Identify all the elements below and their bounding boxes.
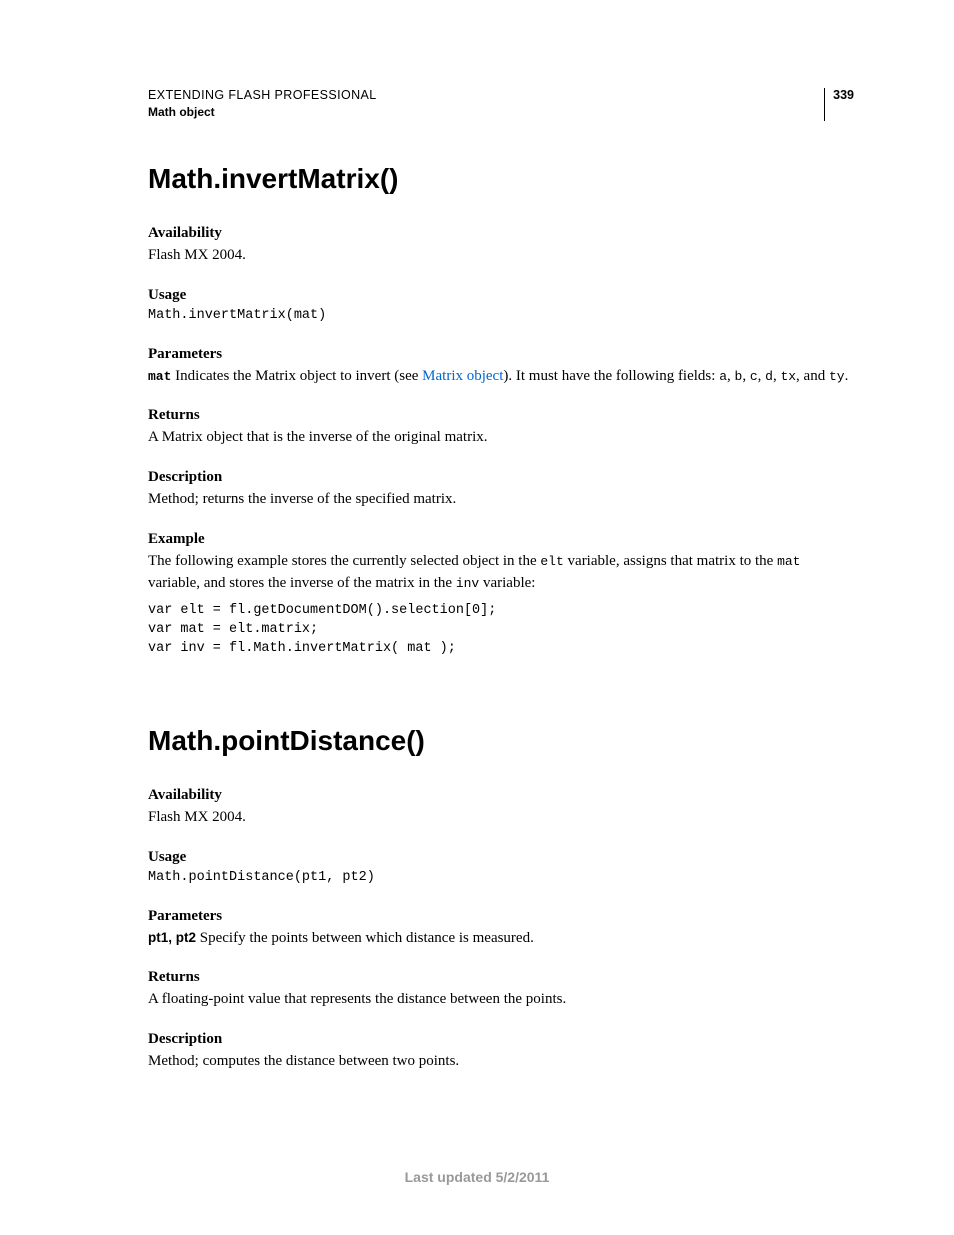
ex-var-elt: elt bbox=[540, 554, 563, 569]
description-section-2: Description Method; computes the distanc… bbox=[148, 1031, 854, 1073]
example-text: The following example stores the current… bbox=[148, 551, 854, 595]
ex-var-inv: inv bbox=[456, 576, 479, 591]
description-text: Method; returns the inverse of the speci… bbox=[148, 489, 854, 511]
doc-title: EXTENDING FLASH PROFESSIONAL bbox=[148, 88, 377, 102]
header-left: EXTENDING FLASH PROFESSIONAL Math object bbox=[148, 88, 377, 119]
param-body-2: Specify the points between which distanc… bbox=[196, 930, 534, 946]
page-number-box: 339 bbox=[824, 88, 854, 121]
availability-section: Availability Flash MX 2004. bbox=[148, 225, 854, 267]
usage-section-2: Usage Math.pointDistance(pt1, pt2) bbox=[148, 849, 854, 888]
returns-section: Returns A Matrix object that is the inve… bbox=[148, 407, 854, 449]
ex-pre: The following example stores the current… bbox=[148, 553, 540, 569]
description-heading-2: Description bbox=[148, 1031, 854, 1048]
method-title-invertmatrix: Math.invertMatrix() bbox=[148, 163, 854, 195]
availability-text-2: Flash MX 2004. bbox=[148, 807, 854, 829]
parameters-heading-2: Parameters bbox=[148, 908, 854, 925]
usage-section: Usage Math.invertMatrix(mat) bbox=[148, 287, 854, 326]
chapter-title: Math object bbox=[148, 105, 377, 119]
returns-text-2: A floating-point value that represents t… bbox=[148, 989, 854, 1011]
ex-mid2: variable, and stores the inverse of the … bbox=[148, 575, 456, 591]
page-number: 339 bbox=[833, 88, 854, 102]
footer-updated: Last updated 5/2/2011 bbox=[0, 1169, 954, 1185]
ex-post: variable: bbox=[479, 575, 535, 591]
field-tx: tx bbox=[780, 369, 796, 384]
description-heading: Description bbox=[148, 469, 854, 486]
sep2: , bbox=[742, 368, 750, 384]
returns-text: A Matrix object that is the inverse of t… bbox=[148, 427, 854, 449]
returns-heading: Returns bbox=[148, 407, 854, 424]
availability-heading: Availability bbox=[148, 225, 854, 242]
page-header: EXTENDING FLASH PROFESSIONAL Math object… bbox=[148, 88, 854, 121]
ex-var-mat: mat bbox=[777, 554, 800, 569]
returns-heading-2: Returns bbox=[148, 969, 854, 986]
param-text-post1: ). It must have the following fields: bbox=[503, 368, 719, 384]
parameters-section-2: Parameters pt1, pt2 Specify the points b… bbox=[148, 908, 854, 950]
field-a: a bbox=[719, 369, 727, 384]
param-pt1-pt2: pt1, pt2 bbox=[148, 930, 196, 945]
field-ty: ty bbox=[829, 369, 845, 384]
usage-heading-2: Usage bbox=[148, 849, 854, 866]
availability-heading-2: Availability bbox=[148, 787, 854, 804]
page-content: EXTENDING FLASH PROFESSIONAL Math object… bbox=[0, 0, 954, 1073]
description-text-2: Method; computes the distance between tw… bbox=[148, 1051, 854, 1073]
example-heading: Example bbox=[148, 531, 854, 548]
param-text-pre: Indicates the Matrix object to invert (s… bbox=[171, 368, 422, 384]
availability-section-2: Availability Flash MX 2004. bbox=[148, 787, 854, 829]
param-mat: mat bbox=[148, 369, 171, 384]
returns-section-2: Returns A floating-point value that repr… bbox=[148, 969, 854, 1011]
usage-code: Math.invertMatrix(mat) bbox=[148, 307, 854, 326]
usage-code-2: Math.pointDistance(pt1, pt2) bbox=[148, 869, 854, 888]
matrix-object-link[interactable]: Matrix object bbox=[422, 368, 503, 384]
sep6: . bbox=[845, 368, 849, 384]
sep1: , bbox=[727, 368, 735, 384]
example-section: Example The following example stores the… bbox=[148, 531, 854, 659]
availability-text: Flash MX 2004. bbox=[148, 245, 854, 267]
ex-mid1: variable, assigns that matrix to the bbox=[564, 553, 777, 569]
parameters-section: Parameters mat Indicates the Matrix obje… bbox=[148, 346, 854, 388]
sep5: , and bbox=[796, 368, 829, 384]
method-title-pointdistance: Math.pointDistance() bbox=[148, 725, 854, 757]
field-c: c bbox=[750, 369, 758, 384]
usage-heading: Usage bbox=[148, 287, 854, 304]
parameters-text-2: pt1, pt2 Specify the points between whic… bbox=[148, 928, 854, 950]
example-code: var elt = fl.getDocumentDOM().selection[… bbox=[148, 602, 854, 659]
description-section: Description Method; returns the inverse … bbox=[148, 469, 854, 511]
field-d: d bbox=[765, 369, 773, 384]
parameters-text: mat Indicates the Matrix object to inver… bbox=[148, 366, 854, 388]
parameters-heading: Parameters bbox=[148, 346, 854, 363]
sep3: , bbox=[758, 368, 766, 384]
